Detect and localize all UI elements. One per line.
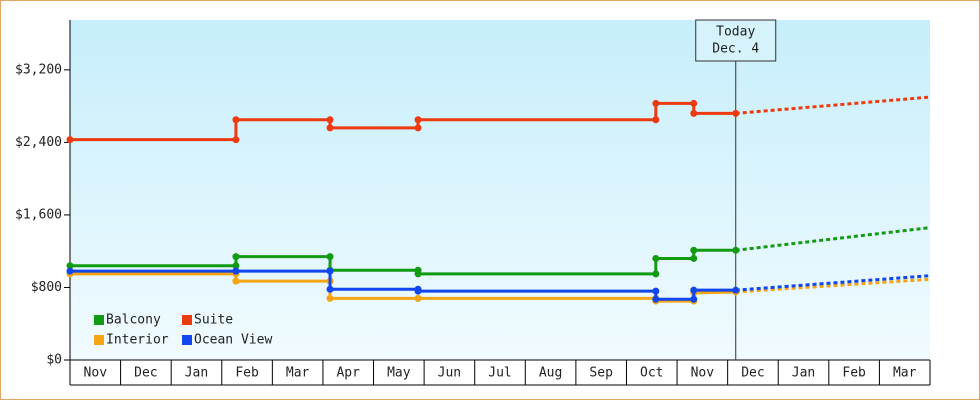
point [690, 254, 698, 262]
legend-label: Interior [106, 333, 169, 348]
point [690, 109, 698, 117]
y-tick-label: $800 [31, 280, 62, 295]
projection-line [735, 95, 931, 115]
point [652, 99, 660, 107]
x-tick-label: Apr [336, 366, 360, 381]
point [232, 136, 240, 144]
x-tick-label: Nov [691, 366, 715, 381]
x-tick-label: Dec [134, 366, 157, 381]
y-tick-label: $1,600 [15, 207, 62, 222]
projection-line [735, 274, 931, 292]
legend-label: Balcony [106, 313, 161, 328]
point [326, 285, 334, 293]
point [414, 287, 422, 295]
point [232, 253, 240, 261]
point [326, 253, 334, 261]
x-tick-label: Jun [438, 366, 461, 381]
projection-line [735, 277, 931, 294]
point [690, 99, 698, 107]
x-tick-label: Oct [640, 366, 663, 381]
x-tick-label: Feb [842, 366, 866, 381]
point [66, 136, 74, 144]
point [690, 286, 698, 294]
point [652, 287, 660, 295]
x-tick-label: May [387, 366, 411, 381]
legend-swatch [94, 335, 104, 345]
x-tick-label: Aug [539, 366, 562, 381]
y-tick-label: $3,200 [15, 62, 62, 77]
point [732, 109, 740, 117]
point [326, 294, 334, 302]
point [690, 246, 698, 254]
x-tick-label: Mar [893, 366, 917, 381]
legend-swatch [182, 335, 192, 345]
legend-swatch [94, 315, 104, 325]
x-tick-label: Jul [488, 366, 511, 381]
point [326, 124, 334, 132]
y-tick-label: $2,400 [15, 135, 62, 150]
x-tick-label: Dec [741, 366, 764, 381]
point [232, 262, 240, 270]
point [414, 270, 422, 278]
point [414, 124, 422, 132]
point [66, 262, 74, 270]
point [732, 246, 740, 254]
point [66, 267, 74, 275]
today-label: Dec. 4 [712, 42, 759, 57]
today-label: Today [716, 25, 755, 40]
point [232, 116, 240, 124]
legend-label: Suite [194, 313, 233, 328]
x-tick-label: Nov [84, 366, 108, 381]
projection-line [735, 226, 931, 252]
point [652, 254, 660, 262]
point [652, 295, 660, 303]
today-box [695, 19, 777, 62]
point [652, 270, 660, 278]
point [652, 116, 660, 124]
x-tick-label: Jan [792, 366, 815, 381]
point [326, 116, 334, 124]
point [232, 267, 240, 275]
point [732, 286, 740, 294]
x-tick-label: Sep [589, 366, 613, 381]
point [232, 277, 240, 285]
point [326, 267, 334, 275]
y-tick-label: $0 [46, 353, 62, 368]
point [690, 295, 698, 303]
point [414, 116, 422, 124]
x-tick-label: Jan [185, 366, 208, 381]
point [414, 294, 422, 302]
x-tick-label: Feb [235, 366, 259, 381]
legend-swatch [182, 315, 192, 325]
plot-area [70, 20, 930, 360]
x-tick-label: Mar [286, 366, 310, 381]
legend-label: Ocean View [194, 333, 272, 348]
